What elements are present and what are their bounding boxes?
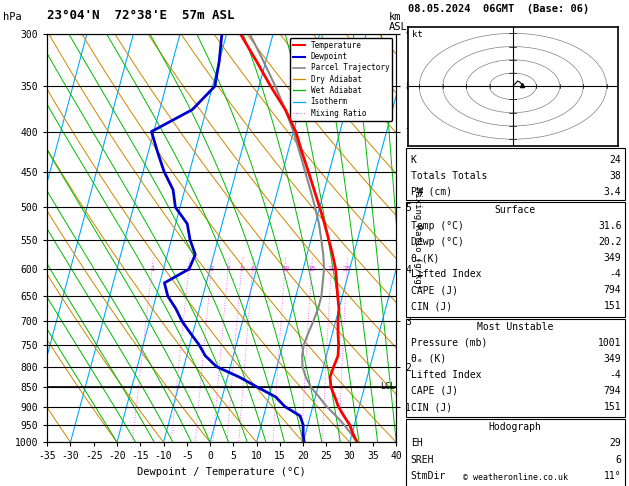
Text: 6: 6 [251, 266, 255, 272]
Text: km: km [389, 12, 401, 22]
Text: 6: 6 [616, 454, 621, 465]
Text: 15: 15 [308, 266, 316, 272]
Text: StmDir: StmDir [411, 470, 446, 481]
Text: 151: 151 [604, 301, 621, 312]
Text: ASL: ASL [389, 21, 408, 32]
Text: Temp (°C): Temp (°C) [411, 221, 464, 231]
Text: PW (cm): PW (cm) [411, 187, 452, 197]
Text: 20: 20 [327, 266, 335, 272]
Text: 20.2: 20.2 [598, 237, 621, 247]
Text: Most Unstable: Most Unstable [477, 322, 554, 332]
Text: kt: kt [412, 30, 423, 39]
Text: 24: 24 [610, 155, 621, 165]
Text: Surface: Surface [494, 205, 536, 215]
Text: © weatheronline.co.uk: © weatheronline.co.uk [463, 473, 567, 482]
Text: LCL: LCL [380, 382, 395, 391]
Text: 349: 349 [604, 354, 621, 364]
Text: 794: 794 [604, 386, 621, 396]
Text: 25: 25 [343, 266, 351, 272]
Text: 08.05.2024  06GMT  (Base: 06): 08.05.2024 06GMT (Base: 06) [408, 3, 589, 14]
Text: CAPE (J): CAPE (J) [411, 285, 458, 295]
Text: Lifted Index: Lifted Index [411, 269, 481, 279]
Text: 23°04'N  72°38'E  57m ASL: 23°04'N 72°38'E 57m ASL [47, 9, 235, 22]
Text: 4: 4 [226, 266, 231, 272]
Text: Pressure (mb): Pressure (mb) [411, 338, 487, 348]
Text: hPa: hPa [3, 12, 22, 22]
Text: K: K [411, 155, 416, 165]
Text: 3: 3 [209, 266, 214, 272]
Text: Lifted Index: Lifted Index [411, 370, 481, 380]
X-axis label: Dewpoint / Temperature (°C): Dewpoint / Temperature (°C) [137, 467, 306, 477]
Text: 3.4: 3.4 [604, 187, 621, 197]
Text: 11°: 11° [604, 470, 621, 481]
Text: θₑ (K): θₑ (K) [411, 354, 446, 364]
Text: 5: 5 [240, 266, 244, 272]
Y-axis label: Mixing Ratio (g/kg): Mixing Ratio (g/kg) [413, 187, 422, 289]
Text: 38: 38 [610, 171, 621, 181]
Text: CIN (J): CIN (J) [411, 301, 452, 312]
Text: Dewp (°C): Dewp (°C) [411, 237, 464, 247]
Text: 1001: 1001 [598, 338, 621, 348]
Text: 151: 151 [604, 402, 621, 412]
Text: θₑ(K): θₑ(K) [411, 253, 440, 263]
Text: EH: EH [411, 438, 423, 449]
Text: 10: 10 [281, 266, 289, 272]
Text: 794: 794 [604, 285, 621, 295]
Text: CAPE (J): CAPE (J) [411, 386, 458, 396]
Text: 349: 349 [604, 253, 621, 263]
Text: CIN (J): CIN (J) [411, 402, 452, 412]
Text: 1: 1 [150, 266, 155, 272]
Text: -4: -4 [610, 370, 621, 380]
Text: Totals Totals: Totals Totals [411, 171, 487, 181]
Text: Hodograph: Hodograph [489, 422, 542, 433]
Text: 31.6: 31.6 [598, 221, 621, 231]
Text: 29: 29 [610, 438, 621, 449]
Text: SREH: SREH [411, 454, 434, 465]
Text: 2: 2 [187, 266, 191, 272]
Legend: Temperature, Dewpoint, Parcel Trajectory, Dry Adiabat, Wet Adiabat, Isotherm, Mi: Temperature, Dewpoint, Parcel Trajectory… [290, 38, 392, 121]
Text: -4: -4 [610, 269, 621, 279]
